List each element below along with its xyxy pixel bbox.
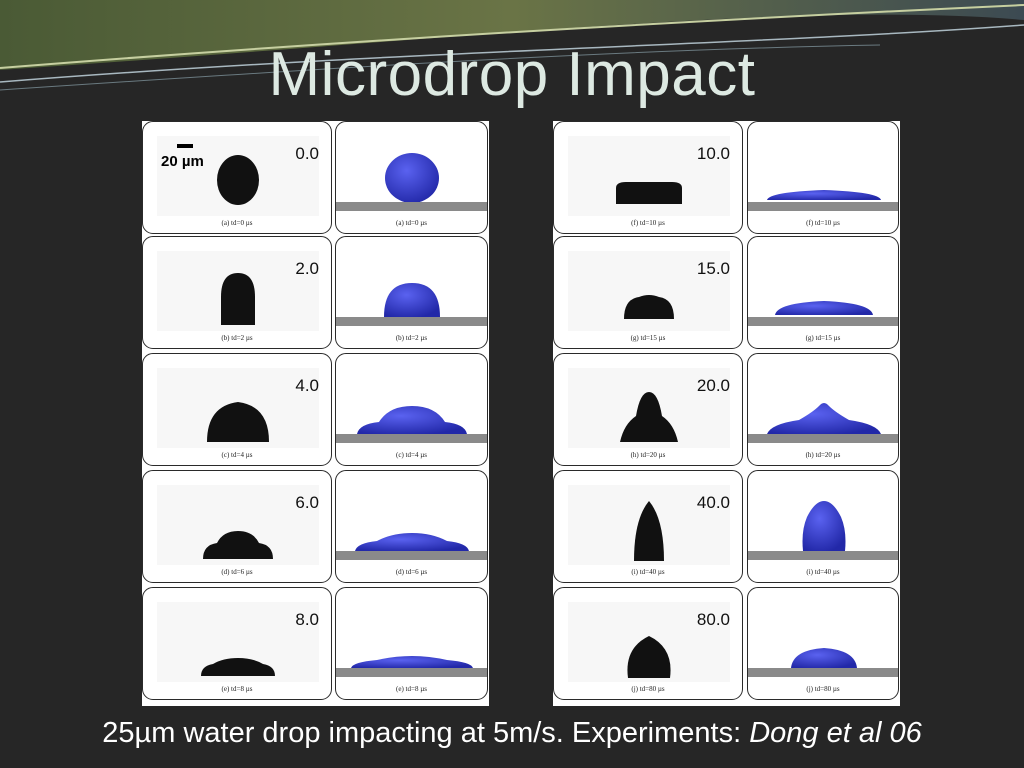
simulated-drop [748, 501, 898, 560]
simulation-frame: (a) td=0 µs [335, 121, 488, 234]
drop-silhouette [157, 368, 319, 448]
experiment-caption: (e) td=8 µs [221, 685, 253, 693]
simulation-frame: (j) td=80 µs [747, 587, 899, 700]
header-banner-decoration [0, 0, 1024, 91]
drop-silhouette [568, 485, 730, 565]
simulation-caption: (e) td=8 µs [396, 685, 427, 693]
drop-silhouette [568, 136, 730, 216]
drop-silhouette [157, 251, 319, 331]
simulation-frame: (f) td=10 µs [747, 121, 899, 234]
simulation-frame: (e) td=8 µs [335, 587, 488, 700]
simulation-caption: (j) td=80 µs [806, 685, 840, 693]
simulated-drop [748, 301, 898, 326]
experiment-frame: 8.0 (e) td=8 µs [142, 587, 332, 700]
caption-citation: Dong et al 06 [749, 717, 922, 749]
frame-time-label: 10.0 [696, 144, 730, 163]
simulation-frame: (h) td=20 µs [747, 353, 899, 466]
experiment-frame: 40.0 (i) td=40 µs [553, 470, 743, 583]
simulation-caption: (a) td=0 µs [396, 219, 427, 227]
frame-time-label: 0.0 [295, 144, 319, 163]
simulation-caption: (h) td=20 µs [805, 451, 841, 459]
drop-silhouette [157, 485, 319, 565]
caption-text: 25µm water drop impacting at 5m/s. Exper… [102, 717, 750, 749]
frame-time-label: 15.0 [696, 259, 730, 278]
experiment-caption: (j) td=80 µs [631, 685, 665, 693]
experiment-frame: 20.0 (h) td=20 µs [553, 353, 743, 466]
simulation-caption: (c) td=4 µs [396, 451, 427, 459]
experiment-frame: 15.0 (g) td=15 µs [553, 236, 743, 349]
drop-silhouette [568, 602, 730, 682]
drop-silhouette [157, 602, 319, 682]
frame-time-label: 2.0 [295, 259, 319, 278]
simulation-caption: (i) td=40 µs [806, 568, 840, 576]
frame-time-label: 8.0 [295, 610, 319, 629]
experiment-frame: 80.0 (j) td=80 µs [553, 587, 743, 700]
experiment-frame: 10.0 (f) td=10 µs [553, 121, 743, 234]
experiment-caption: (c) td=4 µs [221, 451, 253, 459]
drop-silhouette [568, 368, 730, 448]
simulation-caption: (d) td=6 µs [395, 568, 428, 576]
simulation-frame: (d) td=6 µs [335, 470, 488, 583]
experiment-caption: (b) td=2 µs [221, 334, 253, 342]
scale-bar-label: 20 µm [161, 153, 204, 170]
experiment-frame: 2.0 (b) td=2 µs [142, 236, 332, 349]
simulation-frame: (b) td=2 µs [335, 236, 488, 349]
experiment-frame: 4.0 (c) td=4 µs [142, 353, 332, 466]
simulation-caption: (f) td=10 µs [806, 219, 840, 227]
drop-silhouette [568, 251, 730, 331]
simulated-drop [336, 406, 487, 443]
frame-time-label: 6.0 [295, 493, 319, 512]
experiment-caption: (h) td=20 µs [630, 451, 666, 459]
simulated-drop [336, 656, 487, 677]
simulation-caption: (g) td=15 µs [805, 334, 841, 342]
simulation-frame: (g) td=15 µs [747, 236, 899, 349]
simulation-frame: (i) td=40 µs [747, 470, 899, 583]
simulated-drop [336, 153, 487, 211]
scale-bar [177, 144, 193, 148]
simulated-drop [748, 648, 898, 677]
slide-caption: 25µm water drop impacting at 5m/s. Exper… [0, 717, 1024, 750]
simulated-drop [336, 283, 487, 326]
simulated-drop [748, 190, 898, 211]
drop-silhouette [157, 136, 319, 216]
experiment-caption: (d) td=6 µs [221, 568, 253, 576]
experiment-caption: (a) td=0 µs [221, 219, 253, 227]
frame-time-label: 80.0 [696, 610, 730, 629]
experiment-frame: 0.0 (a) td=0 µs 20 µm [142, 121, 332, 234]
experiment-caption: (f) td=10 µs [631, 219, 665, 227]
simulated-drop [748, 403, 898, 443]
frame-time-label: 4.0 [295, 376, 319, 395]
experiment-caption: (g) td=15 µs [630, 334, 666, 342]
frame-time-label: 40.0 [696, 493, 730, 512]
slide-title: Microdrop Impact [268, 40, 756, 109]
simulated-drop [336, 533, 487, 560]
experiment-caption: (i) td=40 µs [631, 568, 665, 576]
simulation-caption: (b) td=2 µs [395, 334, 428, 342]
experiment-frame: 6.0 (d) td=6 µs [142, 470, 332, 583]
simulation-frame: (c) td=4 µs [335, 353, 488, 466]
frame-time-label: 20.0 [696, 376, 730, 395]
